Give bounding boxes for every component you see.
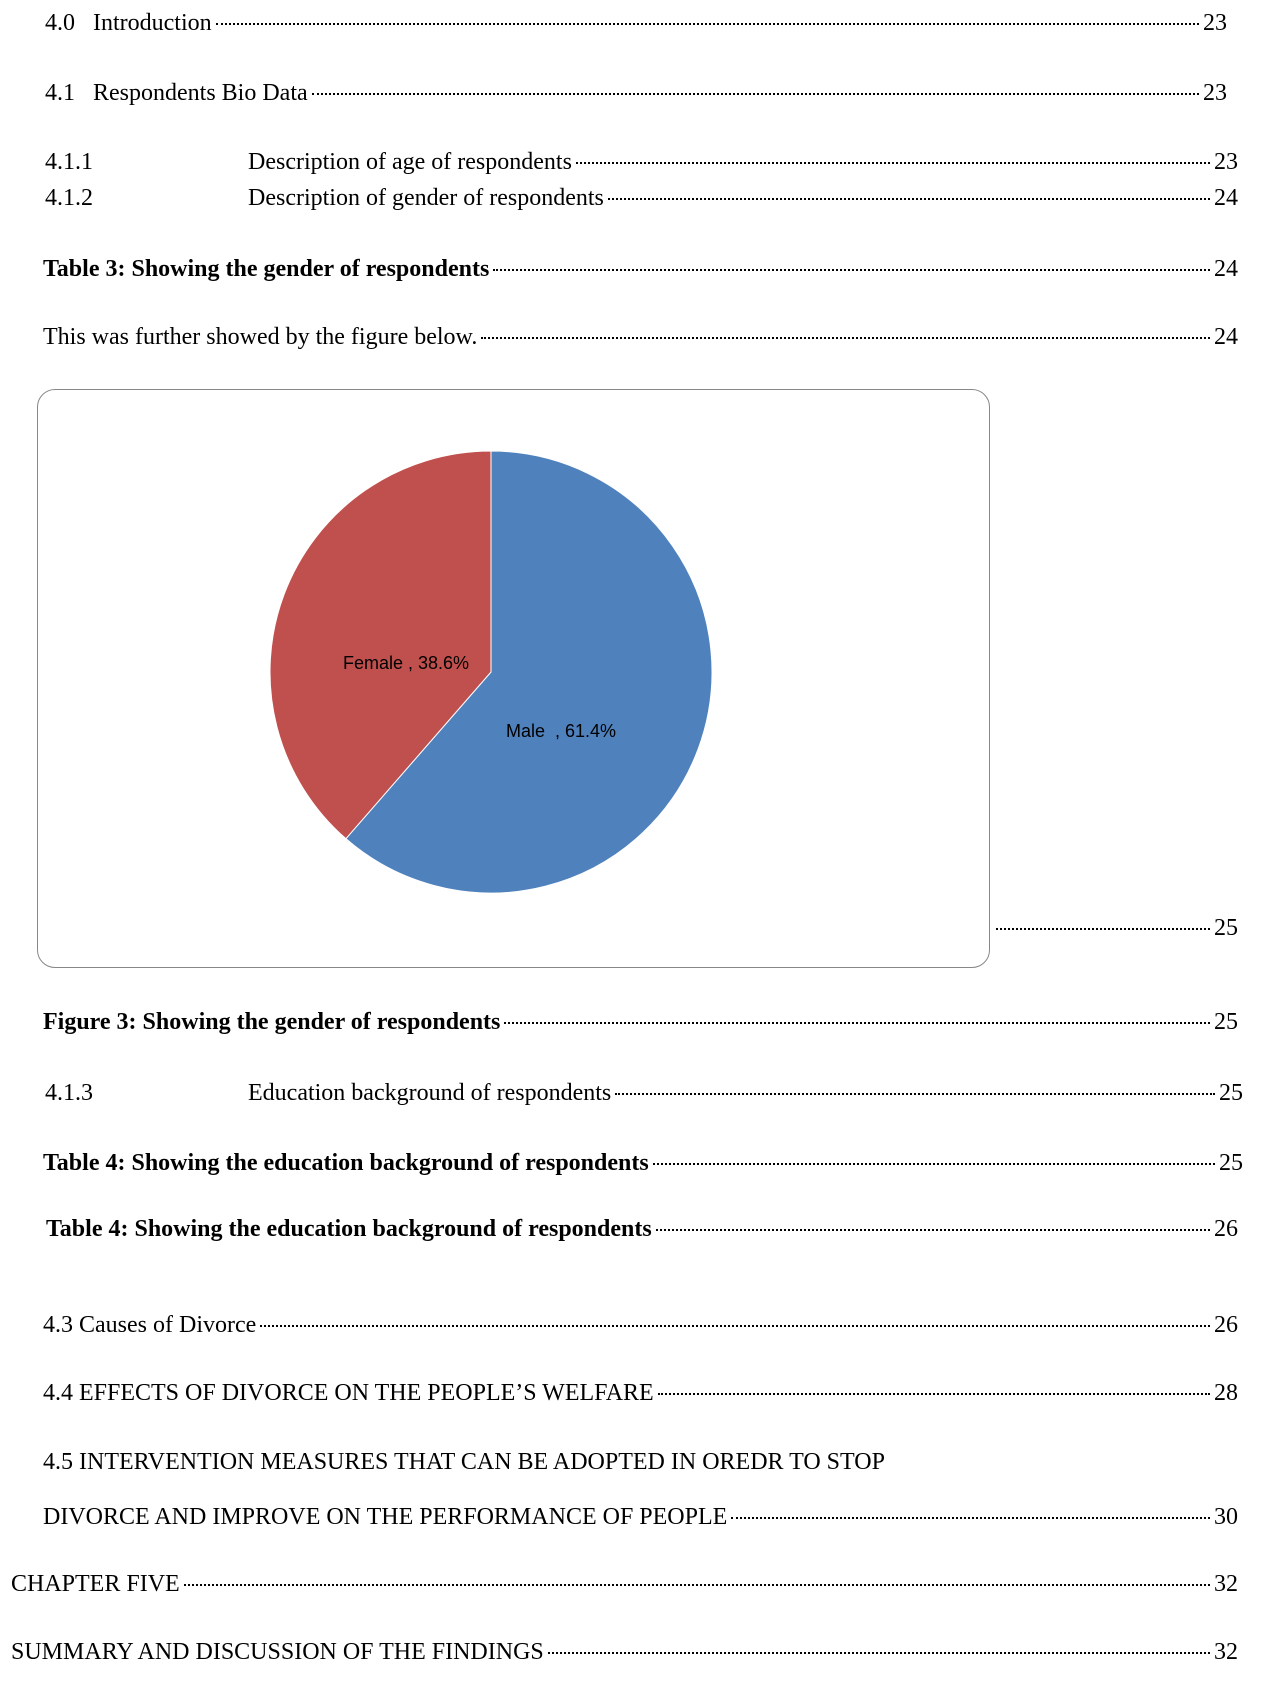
toc-title: Description of age of respondents (248, 149, 572, 175)
toc-entry: 4.1 Respondents Bio Data 23 (45, 79, 1227, 107)
toc-title: Table 4: Showing the education backgroun… (46, 1216, 652, 1242)
toc-title: Table 4: Showing the education backgroun… (43, 1150, 649, 1176)
toc-number: 4.0 (45, 10, 75, 36)
page-number: 26 (1214, 1312, 1238, 1338)
toc-title: Introduction (93, 10, 212, 36)
toc-title: Description of gender of respondents (248, 185, 604, 211)
toc-entry: This was further showed by the figure be… (43, 323, 1238, 351)
page-number: 23 (1214, 149, 1238, 175)
dot-leader (260, 1325, 1210, 1327)
toc-number: 4.1 (45, 80, 75, 106)
dot-leader (547, 1652, 1210, 1654)
toc-entry: Table 4: Showing the education backgroun… (43, 1149, 1243, 1177)
toc-entry: 4.1.3 Education background of respondents… (45, 1079, 1243, 1107)
dot-leader (183, 1584, 1210, 1586)
toc-entry: SUMMARY AND DISCUSSION OF THE FINDINGS 32 (11, 1638, 1238, 1666)
page-number: 23 (1203, 80, 1227, 106)
pie-slice (345, 450, 713, 894)
page-number: 30 (1214, 1504, 1238, 1530)
page-number: 24 (1214, 185, 1238, 211)
figure-frame: Male , 61.4% Female , 38.6% (37, 389, 990, 968)
toc-title: Education background of respondents (248, 1080, 612, 1106)
toc-entry: Table 4: Showing the education backgroun… (46, 1215, 1238, 1243)
toc-title: 4.4 EFFECTS OF DIVORCE ON THE PEOPLE’S W… (43, 1380, 654, 1406)
page-number: 28 (1214, 1380, 1238, 1406)
dot-leader (657, 1393, 1210, 1395)
dot-leader (215, 23, 1199, 25)
dot-leader (652, 1163, 1215, 1165)
dot-leader (655, 1229, 1210, 1231)
toc-entry: CHAPTER FIVE 32 (11, 1570, 1238, 1598)
toc-entry: 4.0 Introduction 23 (45, 9, 1227, 37)
page-number: 32 (1214, 1571, 1238, 1597)
page-number: 24 (1214, 324, 1238, 350)
toc-line: 4.5 INTERVENTION MEASURES THAT CAN BE AD… (43, 1448, 885, 1476)
dot-leader (731, 1517, 1210, 1519)
page-number: 25 (1219, 1150, 1243, 1176)
toc-number: 4.1.1 (45, 149, 93, 175)
page-number: 23 (1203, 10, 1227, 36)
dot-leader (615, 1093, 1215, 1095)
toc-title: This was further showed by the figure be… (43, 324, 478, 350)
toc-title: Respondents Bio Data (93, 80, 308, 106)
page-number: 26 (1214, 1216, 1238, 1242)
toc-title: Table 3: Showing the gender of responden… (43, 256, 490, 282)
dot-leader (575, 162, 1210, 164)
toc-title: DIVORCE AND IMPROVE ON THE PERFORMANCE O… (43, 1504, 728, 1530)
toc-title: SUMMARY AND DISCUSSION OF THE FINDINGS (11, 1639, 544, 1665)
pie-slice (269, 450, 492, 840)
toc-entry: 4.1.1 Description of age of respondents 23 (45, 148, 1238, 176)
toc-title: 4.5 INTERVENTION MEASURES THAT CAN BE AD… (43, 1449, 885, 1475)
toc-number: 4.1.2 (45, 185, 93, 211)
data-label: Female , 38.6% (343, 653, 469, 673)
toc-title: CHAPTER FIVE (11, 1571, 180, 1597)
toc-title: 4.3 Causes of Divorce (43, 1312, 257, 1338)
toc-entry: Figure 3: Showing the gender of responde… (43, 1008, 1238, 1036)
toc-title: Figure 3: Showing the gender of responde… (43, 1009, 501, 1035)
page-number: 25 (1214, 915, 1238, 941)
dot-leader (504, 1022, 1210, 1024)
dot-leader (481, 337, 1210, 339)
page-number: 25 (1214, 1009, 1238, 1035)
data-label: Male , 61.4% (506, 721, 616, 741)
dot-leader (311, 93, 1199, 95)
toc-number: 4.1.3 (45, 1080, 93, 1106)
toc-entry: 25 (992, 914, 1238, 942)
page-number: 24 (1214, 256, 1238, 282)
page-number: 32 (1214, 1639, 1238, 1665)
toc-entry: Table 3: Showing the gender of responden… (43, 255, 1238, 283)
toc-entry: 4.3 Causes of Divorce 26 (43, 1311, 1238, 1339)
toc-entry: 4.1.2 Description of gender of respondent… (45, 184, 1238, 212)
pie-chart: Male , 61.4% Female , 38.6% (269, 450, 713, 894)
dot-leader (996, 928, 1210, 930)
toc-entry: 4.4 EFFECTS OF DIVORCE ON THE PEOPLE’S W… (43, 1379, 1238, 1407)
toc-entry: DIVORCE AND IMPROVE ON THE PERFORMANCE O… (43, 1503, 1238, 1531)
dot-leader (607, 198, 1210, 200)
page-number: 25 (1219, 1080, 1243, 1106)
dot-leader (493, 269, 1210, 271)
